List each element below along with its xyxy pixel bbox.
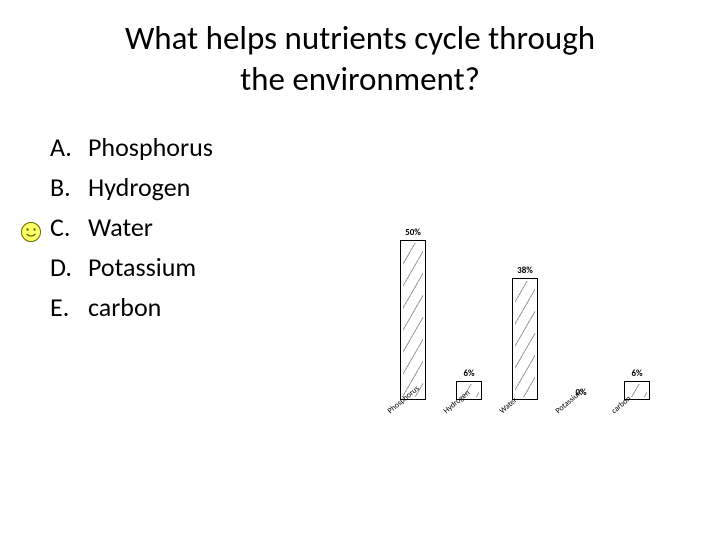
title-line-1: What helps nutrients cycle through (125, 18, 595, 58)
option-e[interactable]: E. carbon (50, 291, 213, 323)
option-text: Water (88, 211, 153, 243)
bar-group: 50% (400, 240, 426, 400)
bar-value-label: 50% (405, 227, 421, 238)
bar (400, 240, 426, 400)
options-list: A. Phosphorus B. Hydrogen C. Water D. Po… (30, 131, 213, 323)
chart-x-labels: PhosphorusHydrogenWaterPotassiumcarbon (382, 400, 682, 450)
option-text: Hydrogen (88, 171, 190, 203)
option-letter: E. (50, 291, 88, 323)
option-b[interactable]: B. Hydrogen (50, 171, 213, 203)
bar-value-label: 6% (631, 368, 642, 379)
bar-value-label: 38% (517, 265, 533, 276)
bar-value-label: 6% (463, 368, 474, 379)
response-bar-chart: 50%6%38%0%6% PhosphorusHydrogenWaterPota… (382, 210, 682, 460)
option-letter: A. (50, 131, 88, 163)
correct-answer-smiley-icon (20, 221, 42, 243)
option-letter: D. (50, 251, 88, 283)
option-text: carbon (88, 291, 161, 323)
option-letter: C. (50, 211, 88, 243)
option-d[interactable]: D. Potassium (50, 251, 213, 283)
chart-bars: 50%6%38%0%6% (382, 210, 682, 400)
option-c[interactable]: C. Water (50, 211, 213, 243)
option-a[interactable]: A. Phosphorus (50, 131, 213, 163)
bar (512, 278, 538, 400)
question-title: What helps nutrients cycle through the e… (0, 0, 720, 101)
title-line-2: the environment? (240, 59, 480, 99)
option-text: Phosphorus (88, 131, 213, 163)
bar-group: 38% (512, 278, 538, 400)
option-text: Potassium (88, 251, 196, 283)
option-letter: B. (50, 171, 88, 203)
